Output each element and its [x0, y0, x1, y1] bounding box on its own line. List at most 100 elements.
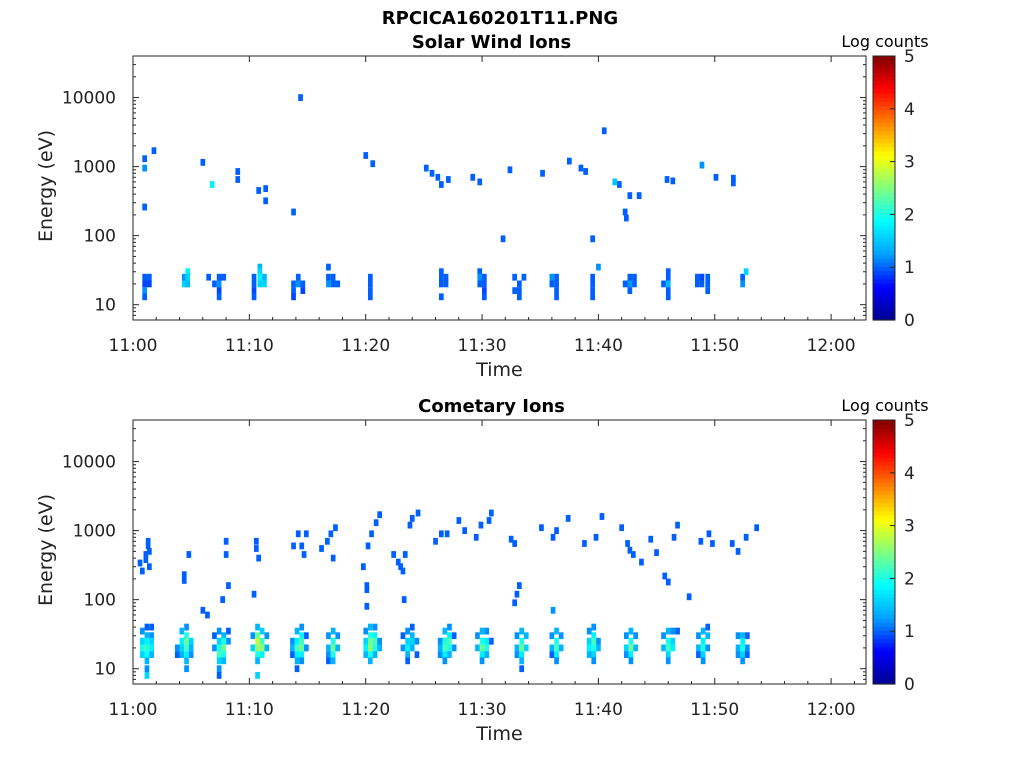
- colorbar-segment: [873, 432, 895, 438]
- heatmap-cell: [400, 644, 406, 652]
- heatmap-cells: [142, 94, 749, 301]
- heatmap-cell: [300, 287, 306, 294]
- colorbar-segment: [873, 84, 895, 90]
- heatmap-cell: [299, 651, 305, 658]
- colorbar-frame: [872, 55, 896, 321]
- colorbar-tick-label: 2: [904, 205, 915, 225]
- heatmap-cell: [368, 287, 373, 294]
- heatmap-cell: [221, 273, 227, 281]
- heatmap-cell: [700, 657, 706, 665]
- heatmap-cell: [554, 287, 559, 294]
- colorbar-segment: [873, 93, 895, 98]
- heatmap-cell: [596, 637, 601, 645]
- heatmap-cell: [363, 627, 369, 635]
- colorbar-segment: [873, 134, 895, 140]
- colorbar-segment: [873, 589, 895, 594]
- colorbar-segment: [873, 216, 895, 222]
- heatmap-cell: [145, 537, 151, 545]
- heatmap-cell: [670, 644, 676, 652]
- heatmap-cell: [586, 627, 592, 635]
- heatmap-cell: [409, 644, 415, 652]
- colorbar-segment: [873, 80, 895, 86]
- heatmap-cell: [405, 651, 410, 658]
- colorbar-segment: [873, 457, 895, 462]
- heatmap-cell: [705, 287, 711, 294]
- heatmap-cell: [665, 293, 671, 301]
- heatmap-cell: [439, 273, 444, 281]
- colorbar-segment: [873, 249, 895, 255]
- heatmap-cell: [665, 627, 671, 635]
- colorbar-segment: [873, 241, 895, 247]
- heatmap-cell: [519, 657, 524, 665]
- heatmap-cell: [740, 273, 745, 281]
- heatmap-cell: [439, 268, 444, 276]
- colorbar-segment: [873, 233, 895, 239]
- heatmap-cell: [149, 651, 154, 658]
- heatmap-cell: [433, 537, 438, 545]
- heatmap-cell: [661, 632, 666, 640]
- heatmap-cell: [391, 551, 396, 558]
- x-tick-label: 11:00: [109, 336, 158, 356]
- heatmap-cell: [184, 657, 189, 665]
- heatmap-cell: [223, 537, 229, 545]
- heatmap-cell: [517, 280, 522, 288]
- heatmap-cell: [664, 176, 670, 183]
- heatmap-cell: [484, 637, 490, 645]
- heatmap-cell: [612, 178, 618, 186]
- heatmap-cell: [363, 644, 369, 652]
- panel-title: Solar Wind Ions: [412, 32, 571, 53]
- heatmap-cell: [299, 637, 305, 645]
- colorbar-segment: [873, 655, 895, 660]
- heatmap-cell: [147, 548, 152, 555]
- heatmap-cell: [205, 611, 210, 619]
- colorbar-segment: [873, 667, 895, 673]
- x-tick-label: 11:10: [225, 336, 274, 356]
- heatmap-cell: [145, 542, 151, 550]
- heatmap-cell: [295, 273, 301, 281]
- heatmap-cell: [745, 651, 750, 658]
- y-tick-label: 100: [84, 591, 116, 611]
- heatmap-cell: [405, 644, 410, 652]
- colorbar-segment: [873, 307, 895, 313]
- heatmap-cell: [372, 632, 378, 640]
- heatmap-cell: [478, 521, 484, 529]
- heatmap-cell: [377, 511, 382, 519]
- heatmap-cell: [256, 187, 261, 194]
- x-axis-label: Time: [475, 723, 523, 745]
- heatmap-cell: [147, 273, 152, 281]
- heatmap-cell: [479, 637, 485, 645]
- heatmap-cell: [377, 644, 382, 652]
- heatmap-cell: [140, 651, 145, 658]
- colorbar-segment: [873, 270, 895, 276]
- heatmap-cell: [567, 157, 572, 165]
- heatmap-cell: [558, 644, 564, 652]
- heatmap-cell: [632, 273, 637, 281]
- heatmap-cell: [330, 273, 336, 281]
- colorbar-segment: [873, 564, 895, 570]
- heatmap-cell: [212, 644, 217, 652]
- heatmap-cell: [363, 651, 369, 658]
- heatmap-cell: [259, 627, 265, 635]
- heatmap-cell: [255, 657, 260, 665]
- colorbar-segment: [873, 171, 895, 177]
- colorbar-segment: [873, 167, 895, 173]
- colorbar-segment: [873, 258, 895, 263]
- y-tick-label: 10000: [62, 453, 116, 473]
- heatmap-cell: [255, 651, 260, 658]
- colorbar-tick-label: 5: [904, 47, 915, 67]
- colorbar-segment: [873, 506, 895, 512]
- colorbar-segment: [873, 97, 895, 102]
- heatmap-cell: [319, 545, 324, 552]
- y-axis-label: Energy (eV): [35, 494, 57, 606]
- heatmap-cell: [179, 651, 185, 658]
- heatmap-cell: [144, 644, 150, 652]
- heatmap-cells: [137, 509, 759, 679]
- y-tick-label: 10: [94, 660, 116, 680]
- heatmap-cell: [294, 644, 300, 652]
- colorbar-segment: [873, 514, 895, 520]
- heatmap-cell: [591, 623, 597, 631]
- heatmap-cell: [699, 161, 705, 169]
- colorbar-segment: [873, 523, 895, 528]
- heatmap-cell: [696, 651, 701, 658]
